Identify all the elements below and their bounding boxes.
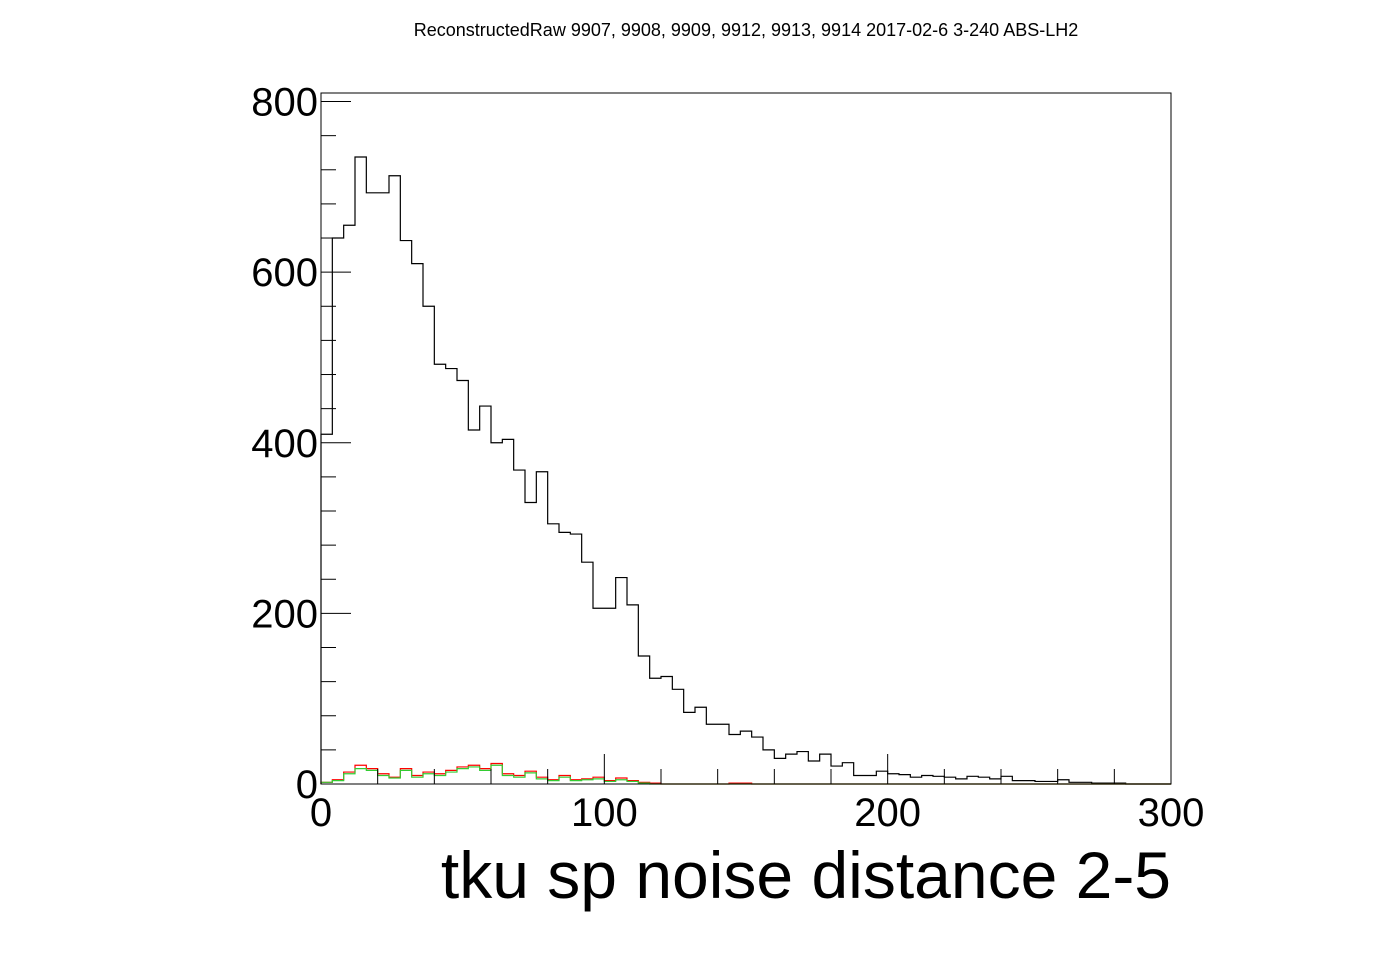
series-layer xyxy=(320,156,1171,785)
y-tick-label: 800 xyxy=(251,81,318,125)
y-tick-label: 0 xyxy=(296,763,318,807)
x-tick-label: 300 xyxy=(1138,791,1205,835)
x-tick-label: 200 xyxy=(854,791,921,835)
y-tick-label: 600 xyxy=(251,251,318,295)
chart-title: ReconstructedRaw 9907, 9908, 9909, 9912,… xyxy=(413,20,1079,40)
y-axis-ticks: 0 200 400 600 800 xyxy=(251,81,351,807)
x-tick-label: 0 xyxy=(310,791,332,835)
plot-frame xyxy=(320,92,1172,785)
x-tick-label: 100 xyxy=(571,791,638,835)
histogram-series-1 xyxy=(320,156,1171,785)
y-tick-label: 400 xyxy=(251,422,318,466)
y-tick-label: 200 xyxy=(251,592,318,636)
x-axis-ticks: 0 100 200 300 xyxy=(310,754,1205,835)
x-axis-label: tku sp noise distance 2-5 xyxy=(441,838,1171,912)
